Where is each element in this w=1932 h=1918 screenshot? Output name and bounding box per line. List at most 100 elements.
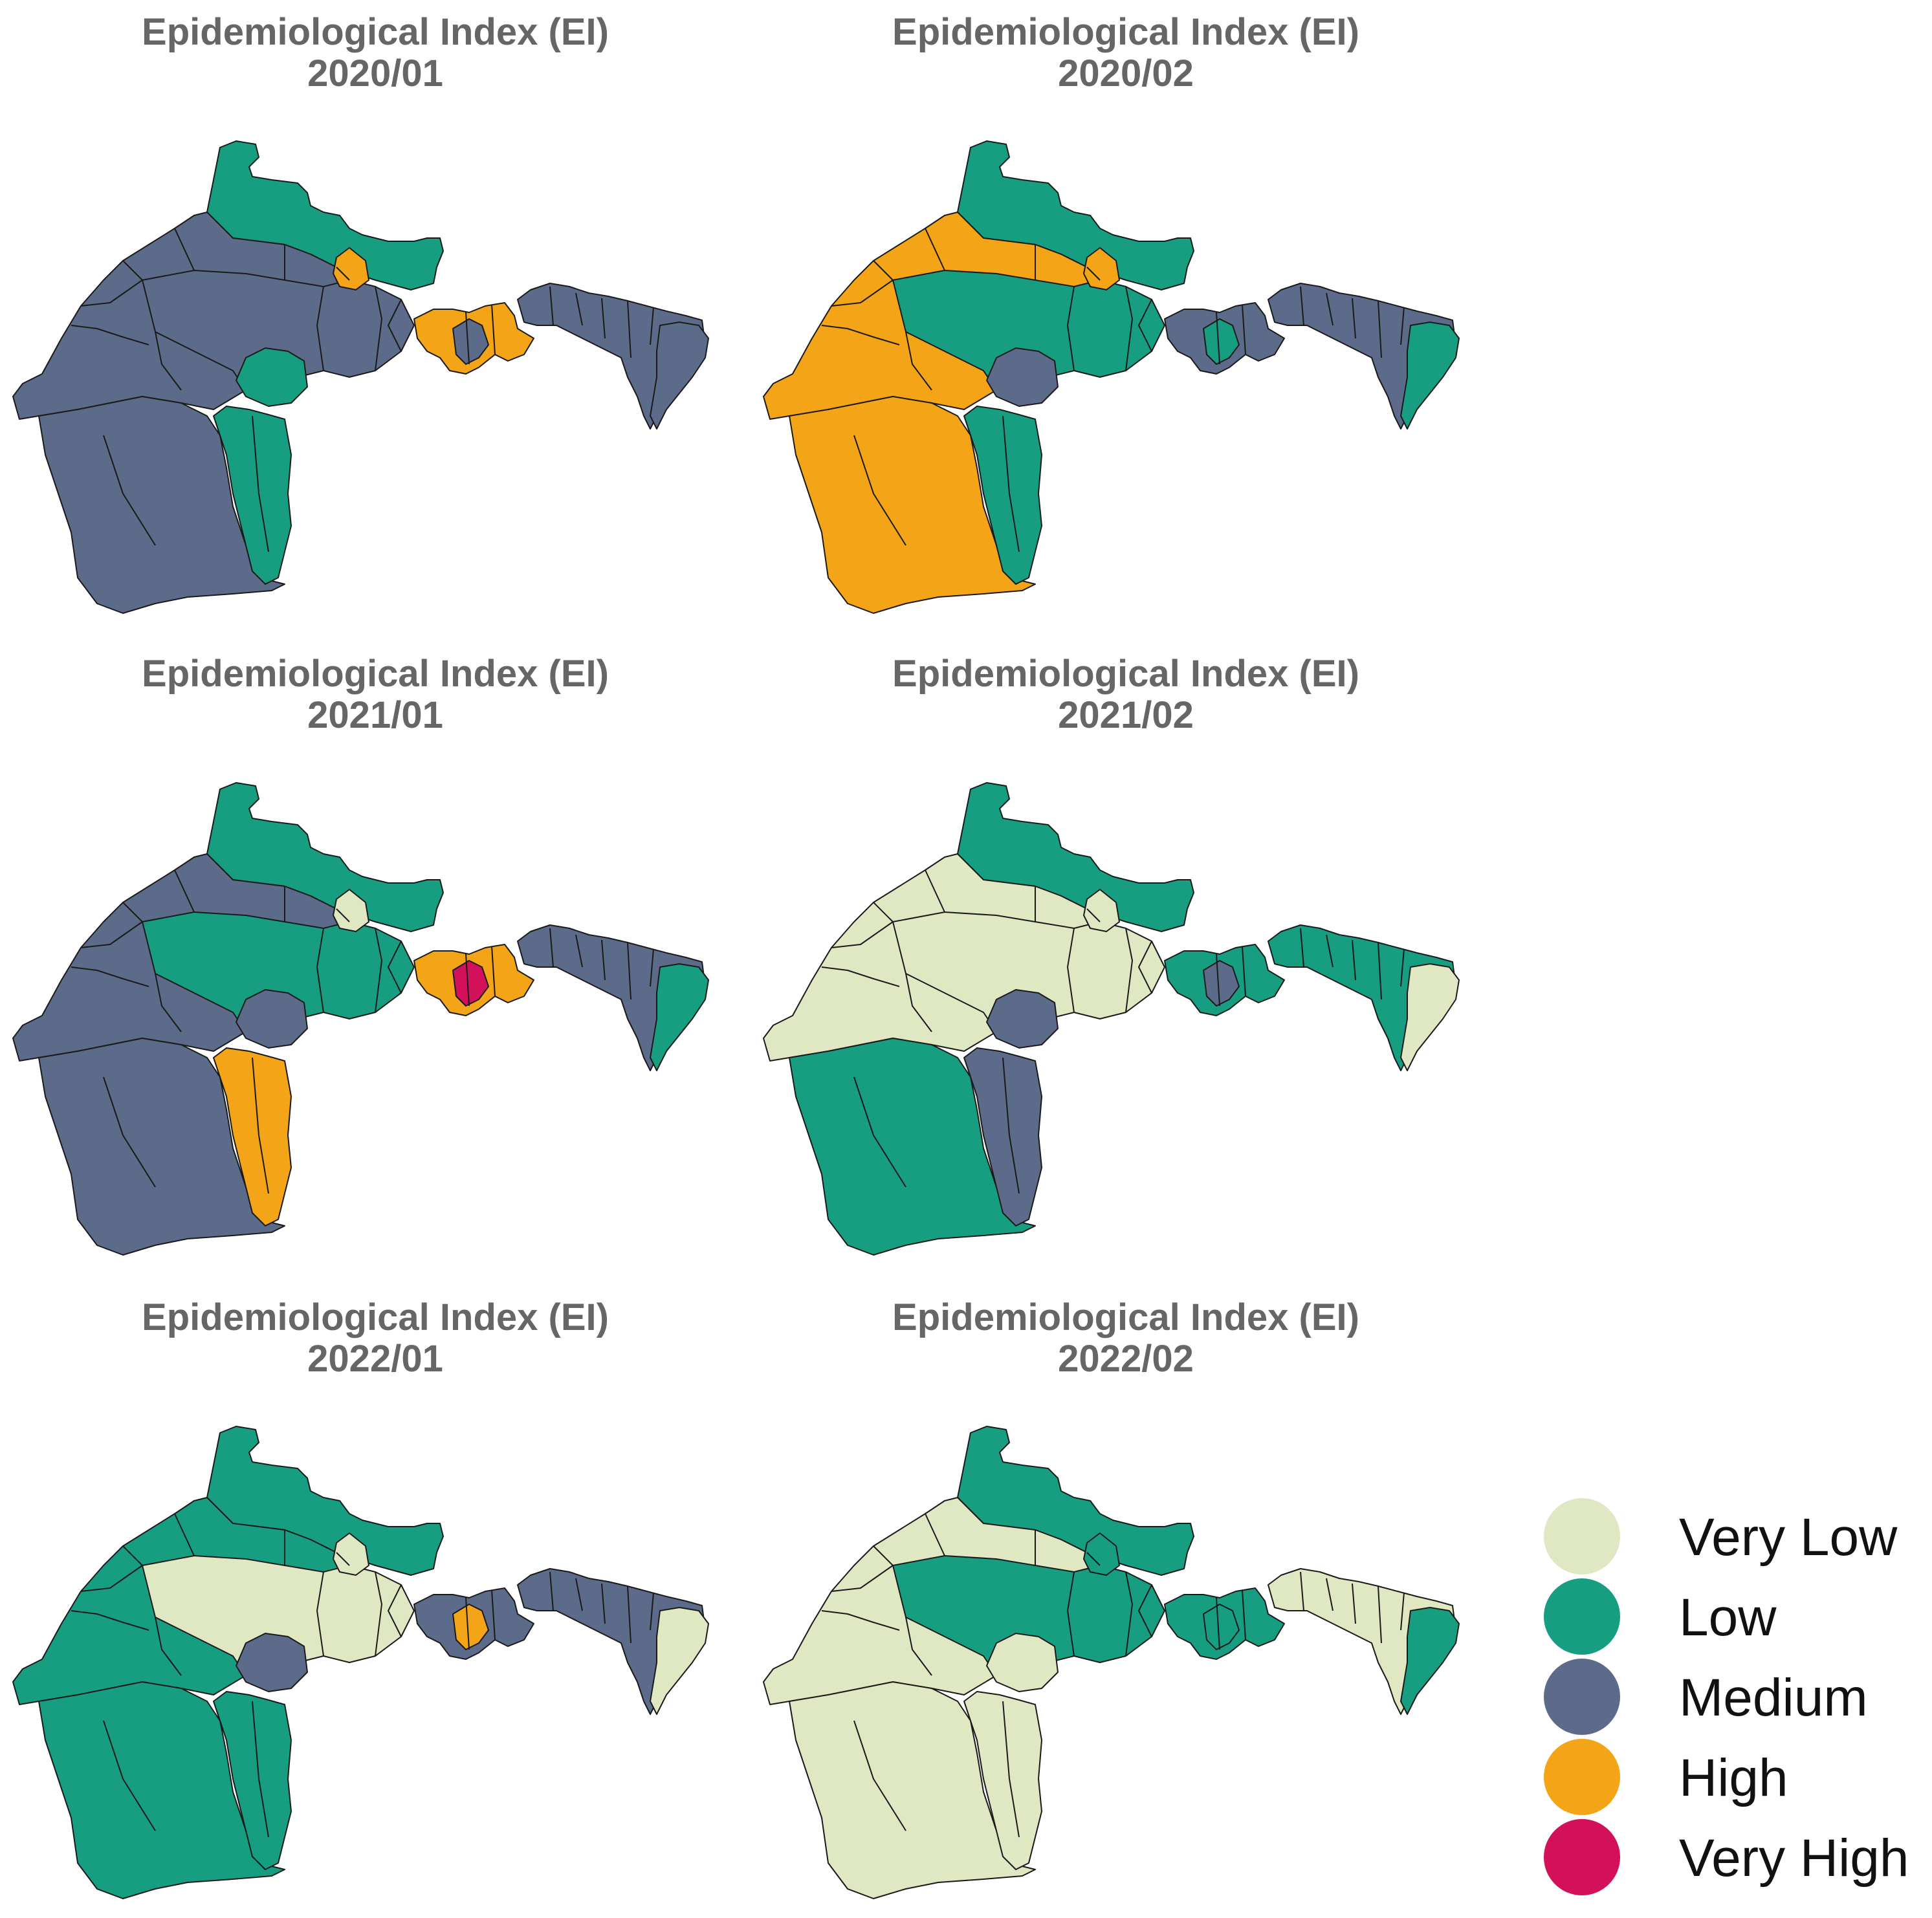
municipal-border <box>549 928 554 968</box>
panel-title: Epidemiological Index (EI) 2022/02 <box>751 1297 1501 1380</box>
legend-label-very-high: Very High <box>1679 1829 1909 1888</box>
region-centerpatch <box>236 347 308 407</box>
region-centerbase <box>892 1555 1165 1676</box>
map-panel-2021-02: Epidemiological Index (EI) 2021/02 <box>751 653 1501 1274</box>
legend-item-low: Low <box>1533 1575 1922 1655</box>
municipal-border <box>1326 1578 1334 1611</box>
municipal-border <box>252 1057 269 1194</box>
legend: Very Low Low Medium High Very High <box>1533 1494 1922 1908</box>
region-southstrip <box>963 1047 1042 1226</box>
region-easttip <box>650 963 709 1071</box>
municipal-border <box>103 435 156 546</box>
municipal-border <box>388 299 402 352</box>
municipal-border <box>1242 946 1246 997</box>
municipal-border <box>122 260 143 281</box>
municipal-border <box>831 1565 894 1592</box>
legend-swatch-high <box>1544 1739 1620 1815</box>
choropleth-map <box>763 782 1460 1256</box>
region-northpatch <box>1083 1532 1120 1576</box>
region-south <box>38 1038 285 1256</box>
municipal-border <box>601 1583 606 1624</box>
municipal-border <box>122 902 143 922</box>
map-panel-2022-02: Epidemiological Index (EI) 2022/02 <box>751 1297 1501 1918</box>
choropleth-map <box>12 1426 709 1899</box>
municipal-border <box>601 298 606 339</box>
region-centerbase <box>892 270 1165 391</box>
municipal-border <box>821 325 900 345</box>
region-centerbase <box>142 270 415 391</box>
municipal-border <box>1300 1571 1304 1611</box>
municipal-border <box>1067 1571 1075 1657</box>
choropleth-map <box>12 140 709 614</box>
region-centerbase <box>892 911 1165 1032</box>
region-southstrip <box>213 1047 292 1226</box>
municipal-border <box>336 908 350 922</box>
legend-item-high: High <box>1533 1735 1922 1815</box>
municipal-border <box>601 939 606 981</box>
municipal-border <box>465 954 470 1007</box>
legend-label-high: High <box>1679 1749 1788 1807</box>
panel-title: Epidemiological Index (EI) 2020/01 <box>0 12 751 94</box>
municipal-border <box>1067 286 1075 371</box>
municipal-border <box>1086 908 1101 922</box>
municipal-border <box>155 973 182 1032</box>
municipal-border <box>1326 292 1334 326</box>
choropleth-map <box>763 140 1460 614</box>
region-southstrip <box>213 406 292 585</box>
region-centerpatch <box>986 989 1059 1049</box>
legend-swatch-very-low <box>1544 1498 1620 1575</box>
municipal-border <box>71 966 149 987</box>
municipal-border <box>1138 1584 1152 1637</box>
panel-title-text: Epidemiological Index (EI) <box>142 11 609 53</box>
municipal-border <box>1002 1701 1020 1838</box>
municipal-border <box>831 279 894 307</box>
municipal-border <box>821 966 900 987</box>
region-southstrip <box>963 1691 1042 1870</box>
municipal-border <box>1002 415 1020 552</box>
municipal-border <box>1216 954 1220 1007</box>
municipal-border <box>925 869 945 913</box>
municipal-border <box>1086 1552 1101 1566</box>
panel-period: 2021/01 <box>307 694 443 736</box>
region-urbancore <box>452 318 489 365</box>
municipal-border <box>905 1617 932 1676</box>
municipal-border <box>853 435 906 546</box>
region-urbancore <box>1203 960 1240 1007</box>
panel-title-text: Epidemiological Index (EI) <box>892 653 1359 695</box>
municipal-border <box>80 921 143 948</box>
legend-label-low: Low <box>1679 1588 1777 1647</box>
municipal-border <box>336 267 350 281</box>
region-centerpatch <box>236 989 308 1049</box>
municipal-border <box>375 1571 382 1657</box>
municipal-border <box>375 286 382 371</box>
municipal-border <box>80 279 143 307</box>
municipal-border <box>388 941 402 994</box>
municipal-border <box>252 1701 269 1838</box>
municipal-border <box>1378 942 1382 1000</box>
panel-title: Epidemiological Index (EI) 2021/02 <box>751 653 1501 736</box>
municipal-border <box>1400 307 1405 345</box>
region-centerpatch <box>236 1633 308 1692</box>
municipal-border <box>1086 267 1101 281</box>
municipal-border <box>1002 1057 1020 1194</box>
municipal-border <box>549 286 554 326</box>
panel-period: 2020/01 <box>307 52 443 94</box>
map-panel-2020-02: Epidemiological Index (EI) 2020/02 <box>751 12 1501 633</box>
municipal-border <box>1400 1592 1405 1631</box>
legend-swatch-medium <box>1544 1659 1620 1735</box>
region-easttip <box>1400 321 1460 430</box>
region-easttip <box>650 1607 709 1715</box>
region-southstrip <box>963 406 1042 585</box>
municipal-border <box>465 1597 470 1650</box>
panel-title-text: Epidemiological Index (EI) <box>142 653 609 695</box>
municipal-border <box>575 1578 583 1611</box>
region-northpatch <box>333 247 369 290</box>
panel-period: 2021/02 <box>1058 694 1194 736</box>
municipal-border <box>491 1589 496 1640</box>
region-southstrip <box>213 1691 292 1870</box>
panel-period: 2022/01 <box>307 1338 443 1380</box>
municipal-border <box>1300 928 1304 968</box>
municipal-border <box>873 260 894 281</box>
municipal-border <box>465 312 470 365</box>
municipal-border <box>650 307 654 345</box>
